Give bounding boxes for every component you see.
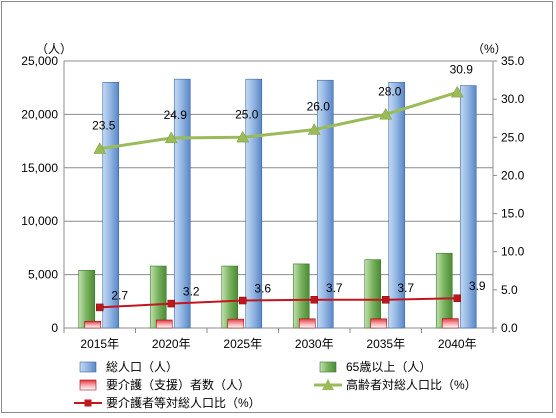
marker-elderly-ratio [450,85,464,98]
bar-total-population [316,79,334,329]
right-tick-label: 20.0 [501,168,525,182]
legend-label: 要介護（支援）者数（人） [106,377,250,392]
bar-65-plus [435,252,453,329]
data-label-elderly-ratio: 24.9 [164,108,188,122]
marker-care-ratio [167,299,175,308]
legend-marker [84,399,92,407]
marker-care-ratio [310,296,318,304]
x-tick-label: 2035年 [366,337,405,351]
right-tick-label: 25.0 [501,130,525,144]
right-axis-unit: （%） [472,42,507,56]
x-tick-label: 2025年 [223,337,262,351]
marker-elderly-ratio [164,131,178,144]
right-tick-label: 35.0 [501,54,525,68]
legend-item: 要介護者等対総人口比（%） [74,395,261,410]
data-label-elderly-ratio: 23.5 [92,119,116,133]
data-label-care-ratio: 3.7 [397,281,414,295]
bar-total-population [102,82,120,329]
legend-item: 要介護（支援）者数（人） [79,377,250,392]
legend: 総人口（人） 65歳以上（人） 要介護（支援）者数（人） 高齢者対総人口比（%） 要介護… [74,360,477,410]
legend-label: 要介護者等対総人口比（%） [106,395,261,410]
marker-care-ratio [453,294,461,302]
x-tick-label: 2040年 [438,337,477,351]
marker-care-ratio [96,303,104,312]
bar-65-plus [149,265,167,329]
left-tick-label: 0 [51,321,58,335]
lines [93,85,464,312]
bar-care-recipients [84,320,102,329]
left-tick-label: 5,000 [28,268,58,282]
bar-care-recipients [370,318,388,329]
bar-65-plus [221,265,239,329]
data-label-elderly-ratio: 30.9 [450,62,474,76]
line-elderly-ratio [99,90,458,151]
legend-item: 高齢者対総人口比（%） [314,377,477,392]
bar-65-plus [292,263,310,329]
data-label-elderly-ratio: 28.0 [378,84,402,98]
legend-swatch [79,379,97,391]
left-tick-label: 15,000 [21,161,58,175]
left-tick-label: 20,000 [21,107,58,121]
marker-elderly-ratio [93,142,107,154]
bar-care-recipients [298,318,316,329]
bars [78,78,477,329]
x-tick-label: 2030年 [295,337,334,351]
chart-frame: 0 5,000 10,000 15,000 20,000 25,000 0.0 5.0 10.0… [1,1,553,413]
right-tick-label: 5.0 [501,283,518,297]
bar-total-population [173,78,191,329]
x-tick-label: 2020年 [152,337,191,351]
bar-65-plus [78,270,96,329]
left-tick-label: 25,000 [21,54,58,68]
axes: 0 5,000 10,000 15,000 20,000 25,000 0.0 5.0 10.0… [21,42,524,351]
bar-total-population [459,85,477,329]
legend-label: 65歳以上（人） [346,360,431,374]
bar-care-recipients [155,319,173,329]
legend-swatch [79,361,97,373]
data-label-care-ratio: 3.2 [183,285,200,299]
left-axis-unit: （人） [36,42,72,56]
data-label-elderly-ratio: 26.0 [307,100,331,114]
marker-elderly-ratio [307,123,321,135]
data-label-elderly-ratio: 25.0 [235,107,259,121]
x-tick-label: 2015年 [80,337,119,351]
right-tick-label: 15.0 [501,207,525,221]
marker-elderly-ratio [236,130,250,143]
gridlines [64,60,493,276]
legend-label: 総人口（人） [106,360,178,374]
bar-total-population [245,78,263,329]
legend-item: 総人口（人） [79,360,178,374]
right-tick-label: 0.0 [501,321,518,335]
left-tick-label: 10,000 [21,214,58,228]
bar-65-plus [364,259,382,329]
bar-care-recipients [227,318,245,329]
data-labels: 23.5 24.9 25.0 26.0 28.0 30.9 2.7 3.2 3.6 3.7 3.7 3… [92,62,486,302]
bar-care-recipients [441,318,459,329]
marker-elderly-ratio [379,107,393,120]
data-label-care-ratio: 3.7 [326,281,343,295]
right-tick-label: 30.0 [501,92,525,106]
legend-marker [322,379,334,390]
data-label-care-ratio: 3.9 [469,279,486,293]
legend-swatch [319,361,337,373]
legend-item: 65歳以上（人） [319,360,431,374]
data-label-care-ratio: 3.6 [254,282,271,296]
line-care-ratio [99,297,458,309]
legend-label: 高齢者対総人口比（%） [346,377,477,392]
bar-total-population [388,82,406,329]
right-tick-label: 10.0 [501,245,525,259]
marker-care-ratio [382,296,390,304]
data-label-care-ratio: 2.7 [111,288,128,302]
marker-care-ratio [239,296,247,305]
